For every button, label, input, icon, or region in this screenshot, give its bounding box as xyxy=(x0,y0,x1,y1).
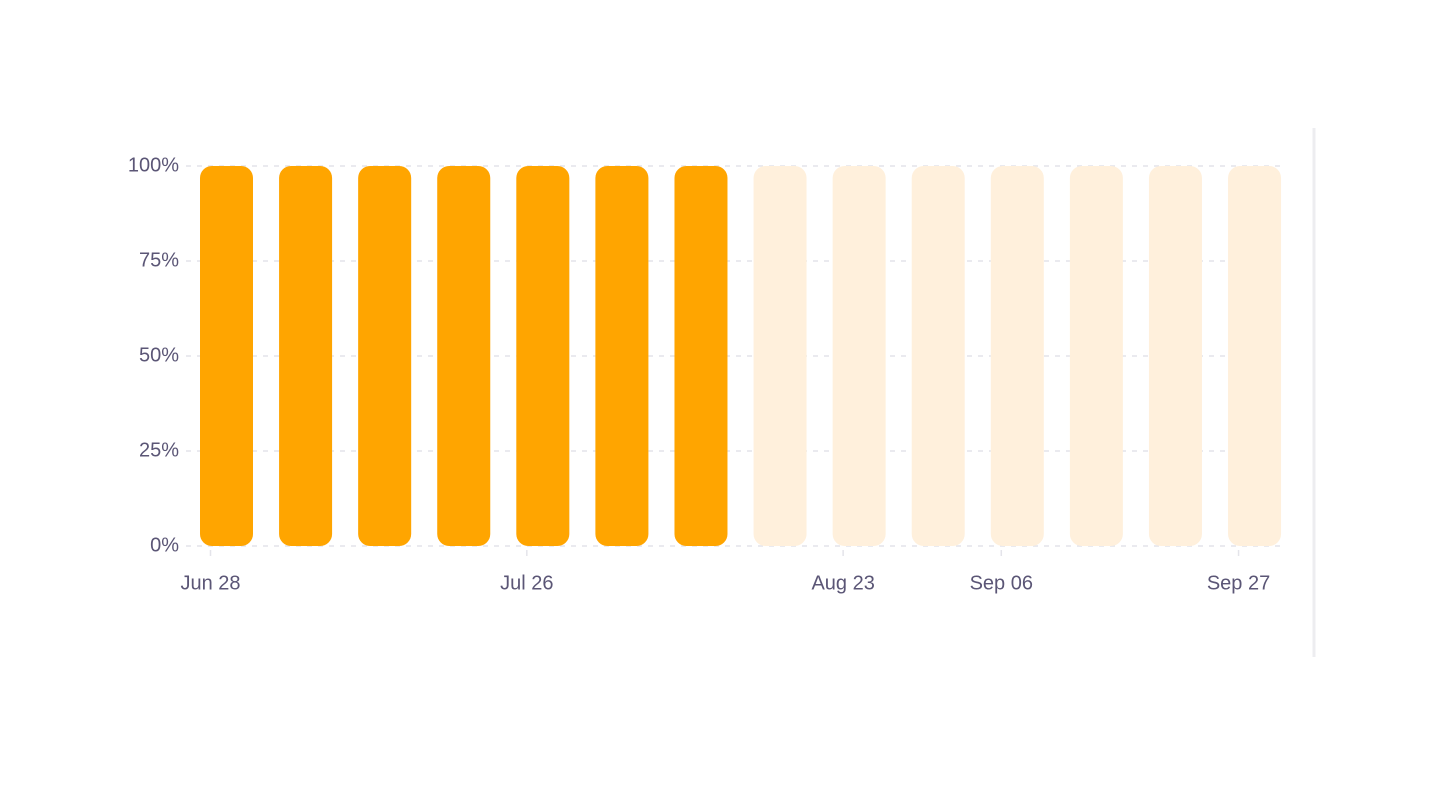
bar xyxy=(595,166,649,546)
bar xyxy=(358,166,412,546)
bar xyxy=(279,166,333,546)
y-tick-label: 25% xyxy=(139,439,179,461)
x-tick-label: Aug 23 xyxy=(811,572,874,594)
bar-track xyxy=(1228,166,1282,546)
y-tick-label: 0% xyxy=(150,534,179,556)
x-tick-label: Sep 06 xyxy=(970,572,1033,594)
bar-track xyxy=(832,166,886,546)
bar-track xyxy=(911,166,965,546)
bar xyxy=(674,166,728,546)
bar-track xyxy=(1148,166,1202,546)
bar-track xyxy=(753,166,807,546)
x-tick-label: Jul 26 xyxy=(500,572,553,594)
y-tick-label: 50% xyxy=(139,344,179,366)
bar-track xyxy=(1069,166,1123,546)
bar xyxy=(200,166,253,546)
y-tick-label: 75% xyxy=(139,249,179,271)
x-tick-label: Sep 27 xyxy=(1207,572,1270,594)
x-tick-label: Jun 28 xyxy=(180,572,240,594)
bar xyxy=(437,166,491,546)
y-tick-label: 100% xyxy=(128,154,179,176)
bar xyxy=(516,166,570,546)
bar-track xyxy=(990,166,1044,546)
